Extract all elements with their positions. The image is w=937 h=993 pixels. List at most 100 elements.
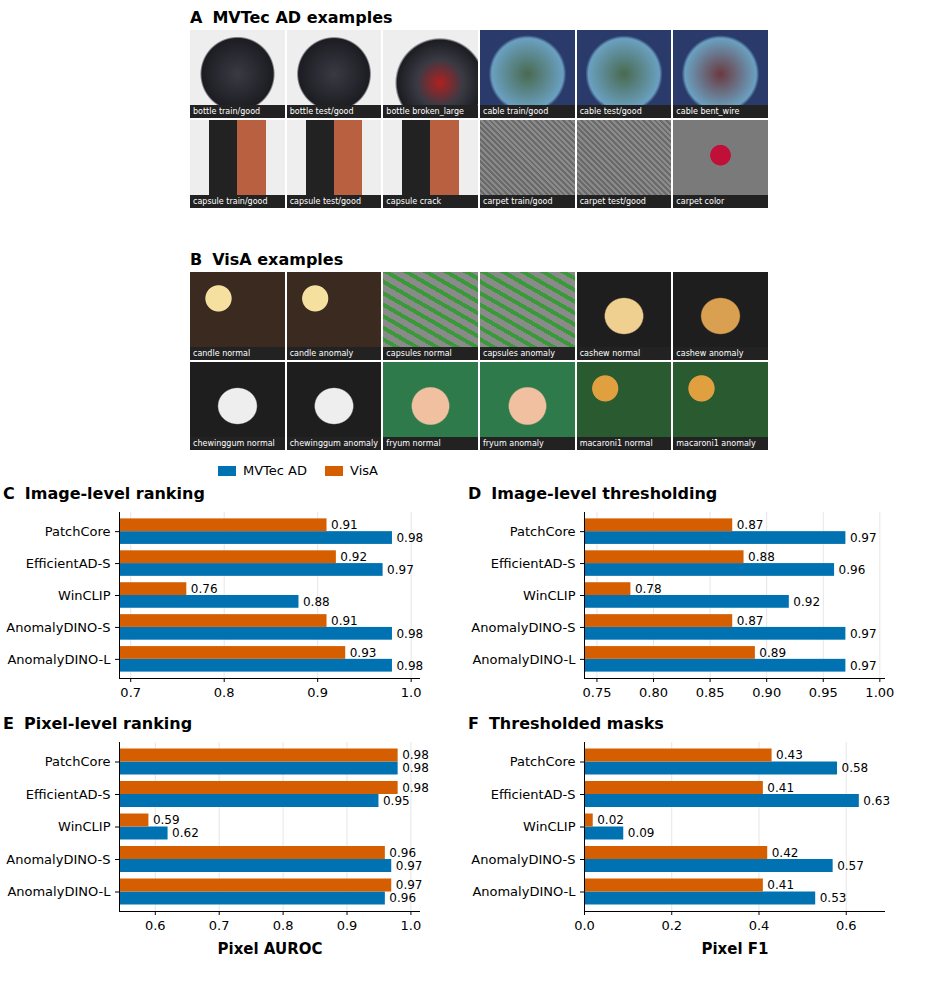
svg-text:PatchCore: PatchCore [510,754,576,769]
html-text:Image-level ranking: Image-level ranking [24,484,205,503]
svg-text:0.95: 0.95 [809,685,838,700]
html-text:MVTec AD examples: MVTec AD examples [212,8,393,27]
svg-text:0.91: 0.91 [331,614,358,628]
svg-text:0.91: 0.91 [331,518,358,532]
svg-text:0.41: 0.41 [767,878,794,892]
svg-text:0.87: 0.87 [737,614,764,628]
svg-text:0.80: 0.80 [639,685,668,700]
svg-text:0.90: 0.90 [752,685,781,700]
svg-text:0.92: 0.92 [340,550,367,564]
html-text:cable test/good: cable test/good [579,107,642,116]
svg-text:AnomalyDINO-S: AnomalyDINO-S [471,852,575,867]
svg-text:0.9: 0.9 [337,918,358,933]
svg-text:EfficientAD-S: EfficientAD-S [491,556,576,571]
svg-text:WinCLIP: WinCLIP [58,588,111,603]
svg-text:0.41: 0.41 [767,781,794,795]
html-text:D: D [468,484,482,503]
svg-text:AnomalyDINO-L: AnomalyDINO-L [472,652,576,667]
svg-text:0.89: 0.89 [759,646,786,660]
svg-text:0.96: 0.96 [839,563,866,577]
svg-text:0.6: 0.6 [836,918,857,933]
svg-text:0.93: 0.93 [350,646,377,660]
svg-text:0.58: 0.58 [842,761,869,775]
svg-text:0.59: 0.59 [153,813,180,827]
svg-text:AnomalyDINO-L: AnomalyDINO-L [7,652,111,667]
svg-text:0.98: 0.98 [402,781,429,795]
svg-text:0.7: 0.7 [120,685,141,700]
svg-text:0.09: 0.09 [628,826,655,840]
svg-text:0.98: 0.98 [402,761,429,775]
svg-text:0.97: 0.97 [396,878,423,892]
svg-text:0.97: 0.97 [396,859,423,873]
svg-text:PatchCore: PatchCore [45,524,111,539]
svg-text:0.76: 0.76 [191,582,218,596]
html-text:VisA examples: VisA examples [212,250,344,269]
svg-text:0.4: 0.4 [749,918,770,933]
svg-text:EfficientAD-S: EfficientAD-S [26,787,111,802]
svg-text:0.75: 0.75 [582,685,611,700]
svg-text:0.78: 0.78 [635,582,662,596]
svg-text:0.87: 0.87 [737,518,764,532]
svg-text:0.98: 0.98 [396,531,423,545]
svg-text:AnomalyDINO-L: AnomalyDINO-L [7,884,111,899]
html-text:bottle test/good: bottle test/good [289,107,354,116]
svg-text:AnomalyDINO-S: AnomalyDINO-S [6,852,110,867]
svg-text:EfficientAD-S: EfficientAD-S [26,556,111,571]
svg-text:0.92: 0.92 [793,595,820,609]
svg-text:0.97: 0.97 [850,659,877,673]
html-text:B: B [190,250,203,269]
svg-text:0.8: 0.8 [214,685,235,700]
svg-text:AnomalyDINO-S: AnomalyDINO-S [6,620,110,635]
svg-text:0.96: 0.96 [389,846,416,860]
svg-text:AnomalyDINO-S: AnomalyDINO-S [471,620,575,635]
html-text:bottle broken_large: bottle broken_large [386,107,464,116]
svg-text:1.0: 1.0 [401,685,422,700]
svg-text:Pixel AUROC: Pixel AUROC [218,940,323,958]
html-text:bottle train/good: bottle train/good [193,107,261,116]
svg-text:0.63: 0.63 [863,794,890,808]
svg-text:0.57: 0.57 [837,859,864,873]
svg-text:0.53: 0.53 [820,891,847,905]
html-text:cable train/good: cable train/good [483,107,549,116]
svg-text:0.97: 0.97 [850,627,877,641]
html-text:A: A [190,8,203,27]
svg-text:0.98: 0.98 [402,748,429,762]
svg-text:1.00: 1.00 [865,685,894,700]
svg-text:0.62: 0.62 [172,826,199,840]
svg-text:WinCLIP: WinCLIP [523,819,576,834]
svg-text:0.97: 0.97 [387,563,414,577]
svg-text:0.42: 0.42 [772,846,799,860]
svg-text:0.02: 0.02 [597,813,624,827]
html-text:C: C [3,484,15,503]
svg-text:0.88: 0.88 [303,595,330,609]
html-text:Thresholded masks: Thresholded masks [488,714,664,733]
svg-text:0.98: 0.98 [396,627,423,641]
svg-text:AnomalyDINO-L: AnomalyDINO-L [472,884,576,899]
svg-text:0.97: 0.97 [850,531,877,545]
svg-text:0.85: 0.85 [696,685,725,700]
svg-text:0.88: 0.88 [748,550,775,564]
svg-text:PatchCore: PatchCore [510,524,576,539]
svg-text:0.95: 0.95 [383,794,410,808]
html-text:Pixel-level ranking: Pixel-level ranking [23,714,193,733]
html-text:MVTec AD: MVTec AD [243,462,307,478]
svg-text:Pixel F1: Pixel F1 [701,940,768,958]
svg-text:1.0: 1.0 [401,918,422,933]
svg-text:WinCLIP: WinCLIP [58,819,111,834]
svg-text:0.98: 0.98 [396,659,423,673]
html-text:VisA: VisA [350,462,378,478]
svg-text:0.9: 0.9 [307,685,328,700]
svg-text:0.43: 0.43 [776,748,803,762]
svg-text:0.7: 0.7 [209,918,230,933]
svg-text:0.2: 0.2 [661,918,682,933]
html-text:F: F [468,714,479,733]
svg-text:0.96: 0.96 [389,891,416,905]
html-text:Image-level thresholding: Image-level thresholding [491,484,718,503]
html-text:E: E [3,714,14,733]
svg-text:0.6: 0.6 [145,918,166,933]
svg-text:0.8: 0.8 [273,918,294,933]
svg-text:0.0: 0.0 [574,918,595,933]
svg-text:PatchCore: PatchCore [45,754,111,769]
svg-text:EfficientAD-S: EfficientAD-S [491,787,576,802]
svg-text:WinCLIP: WinCLIP [523,588,576,603]
